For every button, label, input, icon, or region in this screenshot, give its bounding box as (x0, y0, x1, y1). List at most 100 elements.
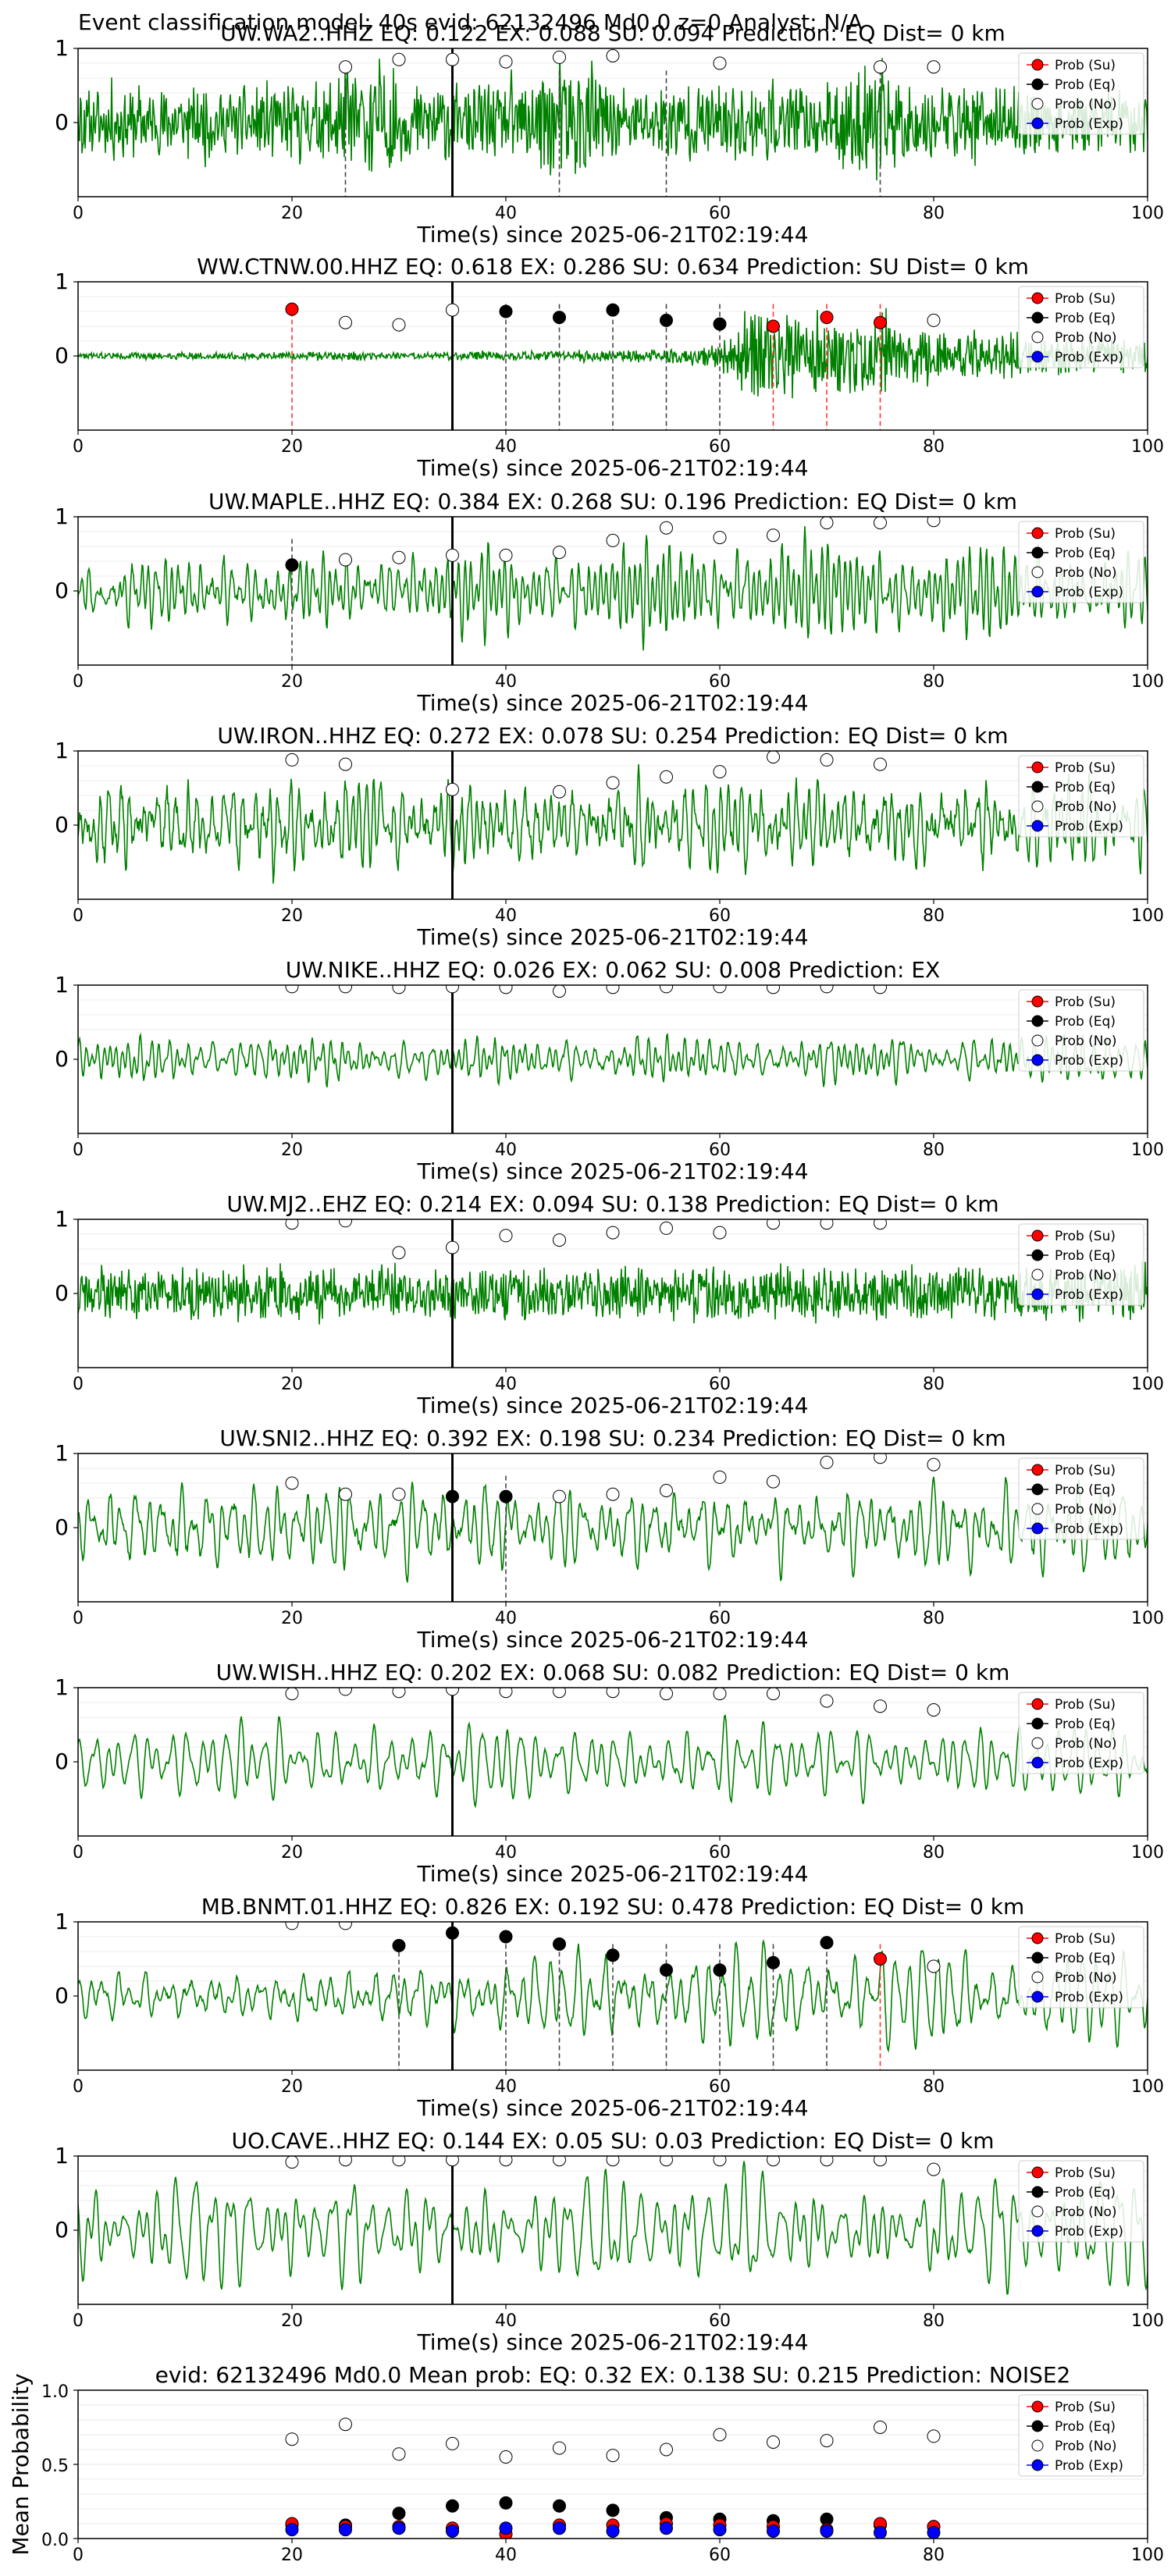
legend-marker-eq (1031, 1952, 1044, 1964)
x-tick-label: 100 (1131, 2077, 1164, 2097)
panel-title: evid: 62132496 Md0.0 Mean prob: EQ: 0.32… (155, 2362, 1071, 2388)
x-tick-label: 60 (709, 2546, 731, 2565)
prob-point-no (927, 313, 941, 327)
prob-point-no (874, 1453, 887, 1464)
mean-point-no (713, 2428, 727, 2442)
prob-point-no (339, 2156, 352, 2167)
legend: Prob (Su) Prob (Eq) Prob (No) Prob (Exp) (1018, 1926, 1144, 2008)
x-tick-label: 40 (495, 1609, 517, 1628)
legend-marker-exp (1031, 1288, 1044, 1300)
prob-point-eq (499, 1930, 513, 1944)
legend-label: Prob (Su) (1055, 58, 1116, 73)
plot-area (78, 1688, 1148, 1836)
panel-7: UW.SNI2..HHZ EQ: 0.392 EX: 0.198 SU: 0.2… (55, 1425, 1164, 1653)
x-tick-label: 100 (1131, 437, 1164, 457)
waveform-trace (78, 1714, 1148, 1809)
legend-label: Prob (Su) (1055, 760, 1116, 776)
legend: Prob (Su) Prob (Eq) Prob (No) Prob (Exp) (1018, 521, 1144, 603)
prob-point-eq (767, 1955, 780, 1969)
x-tick-label: 80 (923, 2077, 945, 2097)
prob-point-no (713, 1226, 727, 1240)
prob-point-su (767, 319, 780, 333)
x-tick-label: 80 (923, 1843, 945, 1863)
x-tick-label: 0 (73, 1140, 84, 1160)
legend-label: Prob (Exp) (1055, 350, 1123, 365)
x-tick-label: 40 (495, 1843, 517, 1863)
mean-point-eq (553, 2499, 566, 2513)
y-tick-label: 0 (55, 1046, 69, 1072)
legend-marker-su (1031, 59, 1044, 71)
x-tick-label: 60 (709, 1843, 731, 1863)
legend-marker-su (1031, 527, 1044, 539)
x-tick-label: 20 (281, 437, 303, 457)
x-tick-label: 80 (923, 437, 945, 457)
prob-point-eq (446, 1926, 459, 1940)
prob-point-no (767, 1688, 780, 1701)
legend-label: Prob (Su) (1055, 1463, 1116, 1478)
panel-title: UW.MJ2..EHZ EQ: 0.214 EX: 0.094 SU: 0.13… (226, 1191, 998, 1217)
plot-area (78, 1453, 1148, 1602)
plot-area (78, 1922, 1148, 2070)
legend-marker-exp (1031, 117, 1044, 130)
prob-point-no (606, 2156, 620, 2167)
panel-title: WW.CTNW.00.HHZ EQ: 0.618 EX: 0.286 SU: 0… (197, 254, 1029, 279)
prob-point-no (660, 770, 673, 784)
x-tick-label: 40 (495, 1375, 517, 1394)
x-tick-label: 100 (1131, 906, 1164, 926)
legend-marker-exp (1031, 585, 1044, 598)
legend-label: Prob (Su) (1055, 1229, 1116, 1244)
panel-8: UW.WISH..HHZ EQ: 0.202 EX: 0.068 SU: 0.0… (55, 1660, 1164, 1887)
prob-point-no (820, 985, 834, 994)
legend-marker-exp (1031, 1991, 1044, 2003)
x-axis-label: Time(s) since 2025-06-21T02:19:44 (416, 455, 808, 481)
mean-point-no (285, 2432, 299, 2446)
prob-point-no (339, 553, 352, 567)
mean-point-exp (392, 2521, 406, 2535)
prob-point-no (660, 985, 673, 994)
panel-9: MB.BNMT.01.HHZ EQ: 0.826 EX: 0.192 SU: 0… (55, 1894, 1164, 2121)
prob-point-no (820, 753, 834, 767)
legend-marker-no (1031, 2439, 1044, 2452)
prob-point-no (820, 1694, 834, 1708)
x-tick-label: 40 (495, 1140, 517, 1160)
mean-point-exp (660, 2521, 673, 2535)
prob-point-no (660, 1221, 673, 1235)
prob-point-no (713, 56, 727, 70)
mean-point-eq (392, 2507, 406, 2521)
prob-point-no (874, 517, 887, 530)
legend-label: Prob (Eq) (1055, 1717, 1116, 1732)
legend: Prob (Su) Prob (Eq) Prob (No) Prob (Exp) (1018, 1692, 1144, 1774)
legend-box (1018, 989, 1144, 1072)
panel-1: UW.WA2..HHZ EQ: 0.122 EX: 0.088 SU: 0.09… (55, 20, 1164, 247)
mean-point-exp (553, 2521, 566, 2535)
legend-marker-su (1031, 292, 1044, 304)
x-tick-label: 100 (1131, 204, 1164, 223)
prob-point-eq (499, 304, 513, 318)
legend-label: Prob (No) (1055, 1268, 1117, 1283)
x-tick-label: 20 (281, 906, 303, 926)
prob-point-no (392, 1487, 406, 1501)
prob-point-no (392, 52, 406, 66)
prob-point-no (446, 1240, 459, 1254)
x-tick-label: 0 (73, 906, 84, 926)
legend-label: Prob (Exp) (1055, 1756, 1123, 1771)
legend-marker-no (1031, 1503, 1044, 1515)
legend-marker-no (1031, 331, 1044, 343)
legend: Prob (Su) Prob (Eq) Prob (No) Prob (Exp) (1018, 755, 1144, 838)
prob-point-no (713, 1470, 727, 1484)
prob-point-eq (499, 1489, 513, 1503)
prob-point-no (713, 531, 727, 545)
prob-point-no (392, 550, 406, 564)
y-tick-label: 0.5 (41, 2457, 69, 2476)
axes-frame (77, 750, 1148, 900)
legend-box (1018, 1926, 1144, 2008)
prob-point-no (820, 1455, 834, 1469)
x-tick-label: 20 (281, 1140, 303, 1160)
prob-point-no (713, 2156, 727, 2167)
legend-marker-su (1031, 761, 1044, 774)
prob-point-eq (606, 1948, 620, 1962)
x-tick-label: 0 (73, 672, 84, 692)
x-tick-label: 60 (709, 1140, 731, 1160)
prob-point-no (606, 1688, 620, 1699)
panel-title: UW.IRON..HHZ EQ: 0.272 EX: 0.078 SU: 0.2… (217, 723, 1008, 749)
